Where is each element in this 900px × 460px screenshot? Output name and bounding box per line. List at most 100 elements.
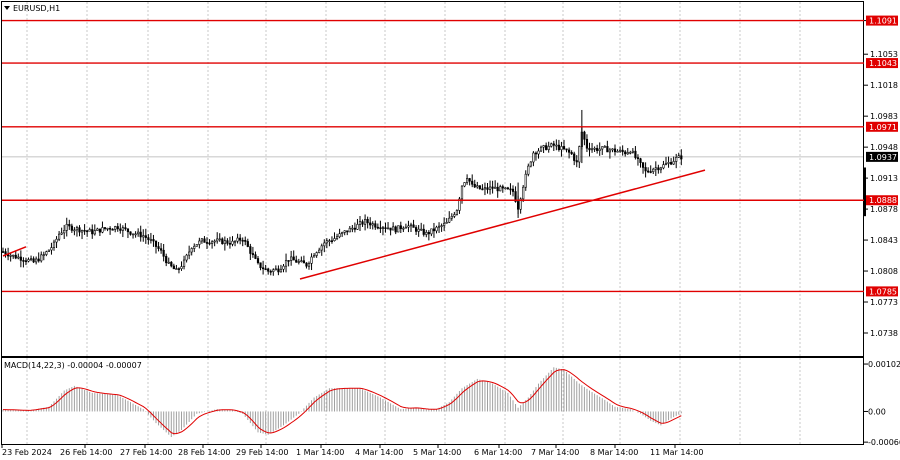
candle-body bbox=[116, 226, 119, 230]
candle-body bbox=[226, 240, 229, 244]
candle-body bbox=[440, 225, 443, 227]
candle-body bbox=[223, 240, 226, 245]
candle-body bbox=[37, 258, 40, 262]
candle-body bbox=[111, 228, 114, 231]
candle-body bbox=[131, 233, 135, 236]
candle-body bbox=[292, 256, 295, 261]
candle-body bbox=[221, 238, 224, 245]
candle-body bbox=[157, 246, 160, 249]
candle-body bbox=[182, 259, 186, 267]
candle-body bbox=[412, 224, 415, 228]
candle-body bbox=[611, 148, 614, 151]
time-tick-label: 27 Feb 14:00 bbox=[120, 448, 172, 457]
candle-body bbox=[476, 185, 479, 188]
candle-body bbox=[180, 266, 183, 269]
candle-body bbox=[552, 143, 555, 146]
candle-body bbox=[121, 227, 124, 231]
symbol-title[interactable]: EURUSD,H1 bbox=[4, 4, 60, 13]
candle-body bbox=[175, 268, 178, 270]
candle-body bbox=[374, 223, 377, 228]
trend-lines[interactable] bbox=[2, 169, 706, 280]
level-label: 1.0785 bbox=[869, 287, 897, 296]
candle-body bbox=[534, 152, 538, 155]
candle-body bbox=[188, 251, 191, 256]
candle-body bbox=[346, 230, 349, 233]
triangle-down-icon[interactable] bbox=[4, 6, 10, 10]
candle-body bbox=[57, 233, 61, 240]
candle-body bbox=[73, 229, 76, 232]
candle-body bbox=[139, 231, 142, 238]
time-axis: 23 Feb 2024 26 Feb 14:00 27 Feb 14:00 28 Fe… bbox=[1, 444, 703, 457]
candle-body bbox=[420, 228, 423, 231]
candle-body bbox=[562, 146, 566, 150]
candle-body bbox=[144, 235, 147, 238]
time-tick-label: 6 Mar 14:00 bbox=[474, 448, 522, 457]
candle-body bbox=[60, 232, 63, 235]
price-tick-label: 1.1053 bbox=[870, 50, 898, 59]
candle-body bbox=[190, 248, 193, 253]
candle-body bbox=[195, 244, 198, 247]
time-tick-label: 8 Mar 14:00 bbox=[590, 448, 638, 457]
candle-body bbox=[129, 231, 132, 235]
candle-body bbox=[629, 152, 632, 154]
candle-body bbox=[274, 268, 277, 271]
candle-body bbox=[455, 210, 459, 215]
macd-indicator bbox=[2, 367, 682, 438]
candle-body bbox=[236, 237, 239, 242]
trend-line-left[interactable] bbox=[2, 246, 27, 257]
candle-body bbox=[228, 243, 232, 245]
candle-body bbox=[137, 231, 140, 235]
candle-body bbox=[88, 229, 91, 232]
candle-body bbox=[185, 254, 188, 261]
candle-body bbox=[567, 149, 571, 153]
candle-body bbox=[593, 147, 596, 150]
candle-body bbox=[578, 146, 581, 163]
candle-body bbox=[160, 248, 163, 251]
candle-body bbox=[86, 230, 89, 233]
candle-body bbox=[376, 226, 379, 229]
candle-body bbox=[585, 138, 589, 149]
candle-body bbox=[269, 270, 272, 273]
price-tick-label: 1.0843 bbox=[870, 236, 898, 245]
candle-body bbox=[333, 238, 336, 241]
candle-body bbox=[509, 188, 512, 191]
candle-body bbox=[279, 268, 283, 273]
candle-body bbox=[618, 149, 622, 152]
candle-body bbox=[402, 227, 405, 230]
candle-body bbox=[430, 228, 433, 235]
candle-body bbox=[624, 151, 627, 155]
time-tick-label: 1 Mar 14:00 bbox=[296, 448, 344, 457]
candle-body bbox=[667, 162, 670, 164]
candle-body bbox=[290, 256, 293, 261]
trend-line-main[interactable] bbox=[299, 169, 706, 280]
candle-body bbox=[55, 238, 58, 243]
candle-body bbox=[310, 256, 313, 264]
candle-body bbox=[267, 268, 270, 272]
horizontal-levels[interactable] bbox=[2, 19, 864, 293]
candle-body bbox=[399, 225, 402, 229]
candle-body bbox=[675, 157, 678, 162]
candle-body bbox=[14, 254, 17, 259]
candle-body bbox=[481, 188, 484, 191]
time-tick-label: 11 Mar 14:00 bbox=[650, 448, 703, 457]
price-tick-label: 1.0983 bbox=[870, 112, 898, 121]
candle-body bbox=[422, 228, 425, 235]
candle-body bbox=[634, 150, 637, 158]
candle-body bbox=[371, 223, 374, 226]
candle-body bbox=[50, 247, 53, 251]
candle-body bbox=[78, 227, 81, 233]
candle-body bbox=[647, 170, 650, 173]
candle-body bbox=[519, 198, 522, 210]
candle-body bbox=[142, 235, 145, 238]
candle-body bbox=[608, 149, 611, 153]
candle-body bbox=[606, 146, 609, 153]
candle-body bbox=[198, 240, 201, 245]
price-tick-label: 1.0948 bbox=[870, 143, 898, 152]
candle-body bbox=[596, 147, 599, 151]
candle-body bbox=[366, 219, 369, 224]
candle-body bbox=[42, 254, 45, 256]
candle-body bbox=[251, 253, 255, 255]
candle-body bbox=[338, 233, 341, 238]
